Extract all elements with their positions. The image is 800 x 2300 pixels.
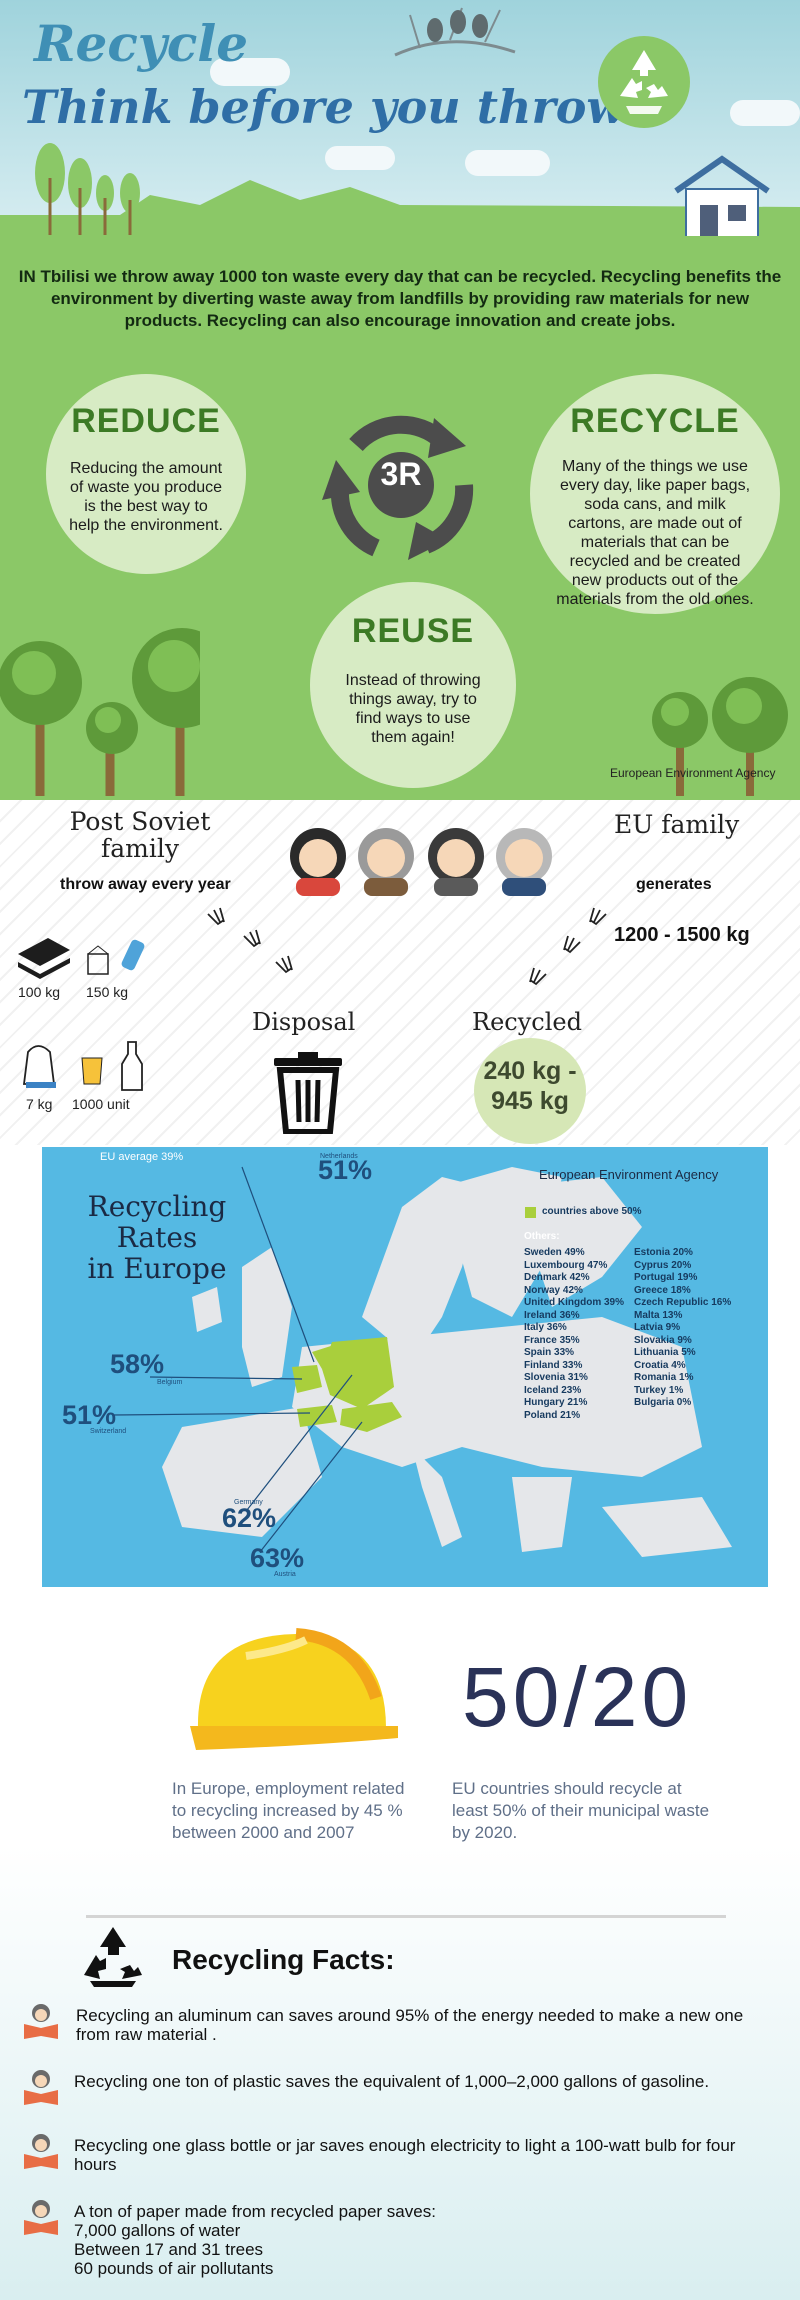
facts-title: Recycling Facts:	[172, 1944, 395, 1975]
recycle-symbol-icon	[84, 1927, 142, 1987]
eu-family-title: EU family	[614, 810, 740, 839]
three-r-arrows-icon	[322, 415, 474, 560]
map-title: Recycling Rates in Europe	[87, 1190, 227, 1285]
three-r-label: 3R	[380, 456, 422, 492]
intro-text: IN Tbilisi we throw away 1000 ton waste …	[18, 267, 782, 330]
country-netherlands: Netherlands	[320, 1153, 358, 1160]
map-source: European Environment Agency	[539, 1167, 719, 1182]
recycled-amount-circle	[474, 1038, 586, 1144]
item-label: 100 kg	[18, 984, 61, 1000]
pct-switzerland: 51%	[62, 1400, 117, 1430]
reduce-text: Reducing the amount of waste you produce…	[69, 460, 223, 534]
big-number: 50/20	[462, 1650, 693, 1744]
country-germany: Germany	[234, 1499, 263, 1506]
recycle-circle: RECYCLE Many of the things we use every …	[530, 374, 780, 614]
reduce-title: REDUCE	[71, 402, 221, 440]
hard-hat-icon	[190, 1628, 398, 1750]
recycled-label: Recycled	[472, 1008, 582, 1036]
cloud	[325, 146, 395, 170]
reuse-title: REUSE	[351, 612, 475, 650]
others-col1: Sweden 49% Luxembourg 47% Denmark 42% Norwa…	[524, 1247, 625, 1421]
small-trees-icon	[35, 143, 140, 235]
waste-items-bottom-icon	[22, 1041, 143, 1091]
reader-icon	[24, 2134, 58, 2169]
eu-amount: 1200 - 1500 kg	[614, 924, 750, 946]
pct-netherlands: 51%	[318, 1155, 373, 1185]
reuse-circle: REUSE Instead of throwing things away, t…	[310, 582, 516, 788]
europe-landmass	[111, 1166, 732, 1557]
birds-on-branch-icon	[394, 7, 516, 57]
post-soviet-title: Post Soviet family	[69, 807, 211, 863]
fact-item: A ton of paper made from recycled paper …	[74, 2202, 436, 2278]
disposal-label: Disposal	[252, 1008, 356, 1036]
recycle-title: RECYCLE	[570, 402, 740, 440]
reader-icon	[24, 2004, 58, 2039]
throw-hands-left-icon	[207, 907, 293, 974]
eu-average: EU average 39%	[100, 1151, 184, 1163]
reader-icon	[24, 2070, 58, 2105]
pct-germany: 62%	[222, 1503, 277, 1533]
eea-source: European Environment Agency	[610, 766, 776, 780]
pct-austria: 63%	[250, 1543, 305, 1573]
house-icon	[674, 155, 770, 241]
trash-bin-icon	[274, 1052, 342, 1134]
legend-above: countries above 50%	[542, 1206, 642, 1217]
others-col2: Estonia 20% Cyprus 20% Portugal 19% Greece …	[634, 1247, 732, 1408]
divider	[86, 1915, 726, 1918]
others-label: Others:	[524, 1231, 560, 1242]
cloud	[210, 58, 290, 86]
page-title: Recycle	[34, 14, 249, 73]
item-label: 150 kg	[86, 984, 129, 1000]
item-label: 1000 unit	[72, 1096, 130, 1112]
reuse-text: Instead of throwing things away, try to …	[345, 672, 481, 746]
country-switzerland: Switzerland	[90, 1428, 127, 1435]
country-austria: Austria	[274, 1571, 296, 1578]
recycle-text: Many of the things we use every day, lik…	[556, 458, 754, 608]
fact-item: Recycling an aluminum can saves around 9…	[76, 2006, 744, 2044]
trees-right-icon	[652, 677, 788, 796]
europe-map: EU average 39% Recycling Rates in Europe…	[42, 1147, 768, 1587]
cloud	[730, 100, 800, 126]
page-subtitle: Think before you throw	[22, 80, 626, 134]
post-soviet-subtitle: throw away every year	[60, 876, 231, 893]
target-text: EU countries should recycle at least 50%…	[452, 1779, 710, 1842]
country-belgium: Belgium	[157, 1379, 183, 1386]
green-hills	[0, 180, 800, 240]
recycled-amount: 240 kg - 945 kg	[483, 1057, 577, 1115]
reduce-circle: REDUCE Reducing the amount of waste you …	[46, 374, 246, 574]
cloud	[465, 150, 550, 176]
throw-hands-right-icon	[529, 907, 607, 986]
reader-icon	[24, 2200, 58, 2235]
eu-family-subtitle: generates	[636, 876, 712, 893]
item-label: 7 kg	[26, 1096, 53, 1112]
pct-belgium: 58%	[110, 1349, 165, 1379]
waste-items-top-icon	[18, 938, 145, 979]
legend-swatch	[525, 1207, 536, 1218]
fact-item: Recycling one glass bottle or jar saves …	[74, 2136, 736, 2174]
family-faces-icon	[290, 828, 552, 896]
facts-section	[0, 1600, 800, 2300]
fact-item: Recycling one ton of plastic saves the e…	[74, 2072, 710, 2091]
trees-left-icon	[0, 628, 200, 796]
employment-text: In Europe, employment related to recycli…	[172, 1779, 405, 1842]
recycle-logo-icon	[598, 36, 690, 128]
